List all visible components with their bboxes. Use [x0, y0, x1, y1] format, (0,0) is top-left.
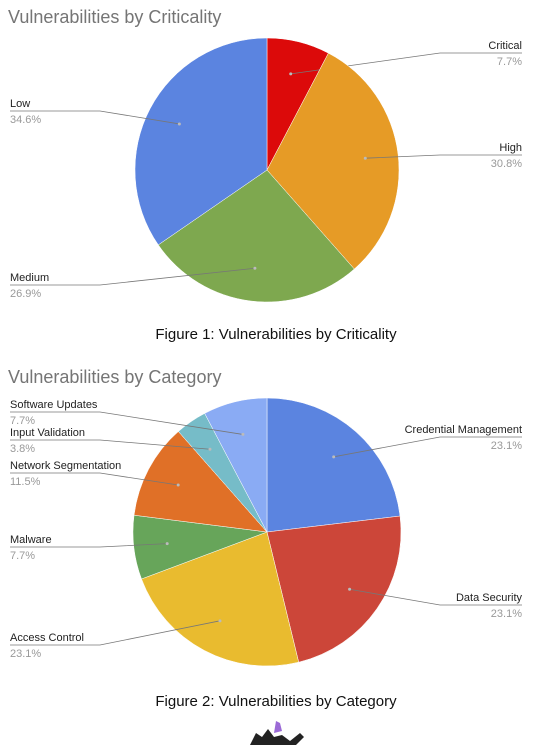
slice-label: High — [499, 142, 522, 154]
slice-label: Low — [10, 98, 30, 110]
figure-caption: Figure 1: Vulnerabilities by Criticality — [155, 326, 397, 343]
slice-percent: 7.7% — [497, 56, 522, 68]
slice-percent: 26.9% — [10, 288, 41, 300]
slice-label: Malware — [10, 534, 52, 546]
leader-dot — [218, 619, 222, 623]
leader-dot — [348, 587, 352, 591]
pie-slice — [134, 37, 268, 246]
leader-line — [10, 543, 168, 548]
slice-label: Data Security — [456, 592, 523, 604]
leader-line — [333, 436, 522, 458]
leader-line — [349, 588, 522, 606]
pie-slice — [266, 397, 401, 533]
pie-slice — [204, 397, 268, 533]
slice-label: Credential Management — [405, 424, 522, 436]
chart-title: Vulnerabilities by Category — [8, 367, 221, 387]
slice-label: Input Validation — [10, 427, 85, 439]
leader-line — [10, 439, 211, 450]
slice-label: Software Updates — [10, 399, 98, 411]
leader-dot — [165, 542, 169, 546]
figure-caption: Figure 2: Vulnerabilities by Category — [155, 693, 397, 710]
slice-percent: 11.5% — [10, 476, 41, 488]
slice-percent: 3.8% — [10, 443, 35, 455]
leader-line — [10, 267, 255, 286]
leader-dot — [241, 432, 245, 436]
leader-dot — [289, 72, 293, 76]
pie-slice — [157, 169, 355, 303]
logo — [250, 721, 304, 745]
slice-percent: 30.8% — [491, 158, 522, 170]
chart-title: Vulnerabilities by Criticality — [8, 7, 221, 27]
slice-label: Medium — [10, 272, 49, 284]
leader-dot — [253, 266, 257, 270]
leader-line — [10, 110, 180, 125]
slice-percent: 23.1% — [491, 440, 522, 452]
leader-dot — [332, 455, 336, 459]
pie-slice — [141, 531, 299, 667]
pie-slice — [266, 515, 402, 663]
slice-label: Access Control — [10, 632, 84, 644]
slice-percent: 23.1% — [10, 648, 41, 660]
leader-line — [10, 411, 243, 435]
slice-label: Critical — [488, 40, 522, 52]
leader-dot — [363, 156, 367, 160]
leader-line — [365, 154, 522, 159]
slice-percent: 7.7% — [10, 550, 35, 562]
pie-slice — [266, 52, 400, 270]
slice-label: Network Segmentation — [10, 460, 121, 472]
leader-line — [10, 472, 179, 486]
leader-dot — [176, 483, 180, 487]
pie-slice — [133, 431, 268, 533]
slice-percent: 34.6% — [10, 114, 41, 126]
slice-percent: 7.7% — [10, 415, 35, 427]
leader-line — [10, 620, 221, 646]
leader-dot — [208, 447, 212, 451]
slice-percent: 23.1% — [491, 608, 522, 620]
leader-dot — [177, 122, 181, 126]
